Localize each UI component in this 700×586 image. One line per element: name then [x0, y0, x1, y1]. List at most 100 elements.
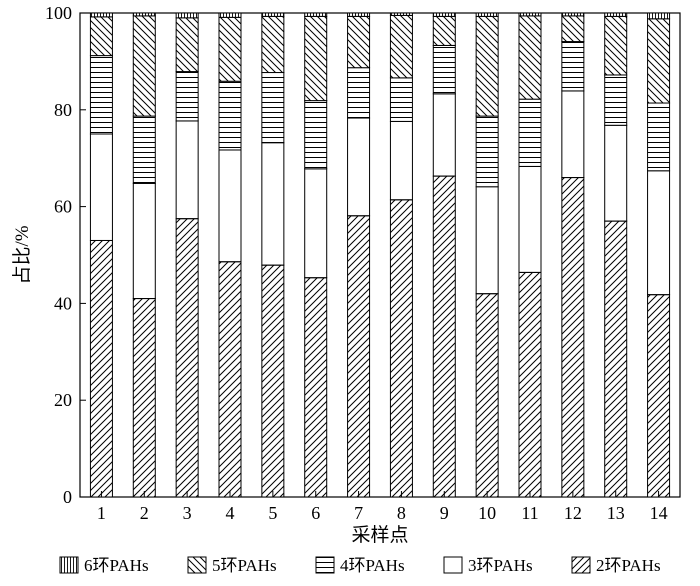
bar-segment-3-series-3 [175, 17, 199, 73]
bar-segment-7-series-3 [347, 15, 371, 69]
y-tick-label: 100 [45, 3, 72, 23]
bar-segment-2-series-4 [132, 12, 156, 17]
x-axis-label: 采样点 [351, 524, 408, 546]
bar-segment-7-series-2 [347, 67, 371, 119]
bar-segment-9-series-2 [432, 44, 456, 95]
y-tick-label: 20 [54, 390, 72, 410]
bar-segment-4-series-3 [218, 16, 242, 82]
bar-segment-4-series-1 [218, 149, 242, 263]
x-tick-label: 1 [97, 503, 106, 523]
bar-segment-13-series-2 [604, 74, 628, 126]
bar-segment-14-series-4 [647, 12, 671, 20]
bar-segment-13-series-3 [604, 15, 628, 76]
legend-label: 5环PAHs [212, 556, 277, 575]
bar-segment-12-series-1 [561, 90, 585, 179]
bar-segment-8-series-4 [389, 12, 413, 16]
plot-frame [79, 12, 681, 498]
bar-segment-11-series-4 [518, 12, 542, 17]
bar-segment-5-series-1 [261, 142, 285, 266]
bar-segment-8-series-1 [389, 120, 413, 201]
y-tick-label: 80 [54, 100, 72, 120]
bar-segment-4-series-4 [218, 12, 242, 18]
bar-segment-2-series-0 [132, 298, 156, 498]
bar-segment-7-series-1 [347, 117, 371, 217]
bar-segment-3-series-0 [175, 218, 199, 498]
bar-segment-14-series-1 [647, 170, 671, 296]
bar-segment-11-series-2 [518, 98, 542, 167]
bar-segment-11-series-1 [518, 165, 542, 273]
bar-segment-10-series-1 [475, 186, 499, 295]
bar-segment-8-series-2 [389, 77, 413, 122]
legend-label: 2环PAHs [596, 556, 661, 575]
bar-segment-11-series-3 [518, 15, 542, 100]
x-tick-label: 12 [564, 503, 582, 523]
bar-segment-7-series-4 [347, 12, 371, 17]
x-tick-label: 9 [440, 503, 449, 523]
bar-segment-14-series-2 [647, 102, 671, 172]
bar-segment-12-series-2 [561, 41, 585, 92]
bar-segment-1-series-0 [89, 239, 113, 498]
y-tick-label: 0 [63, 487, 72, 507]
bar-segment-2-series-1 [132, 182, 156, 300]
x-tick-label: 11 [521, 503, 538, 523]
bar-segment-5-series-2 [261, 72, 285, 144]
bar-segment-5-series-3 [261, 15, 285, 74]
legend-swatch [571, 556, 591, 574]
bar-segment-1-series-2 [89, 55, 113, 135]
bar-segment-3-series-1 [175, 120, 199, 220]
bar-segment-1-series-3 [89, 16, 113, 57]
x-tick-label: 6 [311, 503, 320, 523]
legend-swatch [443, 556, 463, 574]
bar-segment-3-series-4 [175, 12, 199, 19]
x-tick-label: 3 [183, 503, 192, 523]
legend-swatch [59, 556, 79, 574]
bar-segment-6-series-1 [304, 168, 328, 279]
bar-segment-5-series-4 [261, 12, 285, 17]
bar-stacks [89, 12, 671, 498]
bar-segment-12-series-4 [561, 12, 585, 17]
bar-segment-14-series-3 [647, 18, 671, 104]
bar-segment-13-series-1 [604, 124, 628, 222]
legend: 6环PAHs 5环PAHs 4环PAHs 3环PAHs 2环PAHs [59, 556, 661, 575]
bar-segment-2-series-2 [132, 115, 156, 184]
bar-segment-1-series-4 [89, 12, 113, 18]
x-tick-label: 10 [478, 503, 496, 523]
x-tick-label: 4 [226, 503, 235, 523]
bar-segment-9-series-1 [432, 93, 456, 177]
bar-segment-9-series-3 [432, 15, 456, 46]
legend-label: 3环PAHs [468, 556, 533, 575]
bar-segment-4-series-2 [218, 80, 242, 151]
bar-segment-12-series-0 [561, 177, 585, 498]
bar-segment-6-series-3 [304, 15, 328, 102]
x-tick-label: 14 [650, 503, 668, 523]
y-tick-label: 60 [54, 197, 72, 217]
bar-segment-5-series-0 [261, 264, 285, 498]
bar-segment-10-series-0 [475, 293, 499, 498]
legend-swatch [187, 556, 207, 574]
y-axis-label: 占比/% [11, 225, 33, 284]
bar-segment-4-series-0 [218, 261, 242, 498]
bar-segment-10-series-2 [475, 115, 499, 188]
bar-segment-7-series-0 [347, 215, 371, 498]
x-axis: 1 2 3 4 5 6 7 8 9 10 11 12 13 14 [97, 491, 668, 523]
x-tick-label: 7 [354, 503, 363, 523]
bar-segment-8-series-3 [389, 14, 413, 79]
x-tick-label: 8 [397, 503, 406, 523]
bar-segment-8-series-0 [389, 199, 413, 498]
bar-segment-11-series-0 [518, 271, 542, 498]
bar-segment-14-series-0 [647, 294, 671, 498]
bar-segment-6-series-4 [304, 12, 328, 17]
bar-segment-10-series-3 [475, 15, 499, 117]
bar-segment-12-series-3 [561, 15, 585, 43]
legend-label: 4环PAHs [340, 556, 405, 575]
y-axis: 0 20 40 60 80 100 [45, 3, 86, 507]
legend-swatch [315, 556, 335, 574]
bar-segment-13-series-4 [604, 12, 628, 17]
legend-label: 6环PAHs [84, 556, 149, 575]
bar-segment-1-series-1 [89, 133, 113, 241]
bar-segment-3-series-2 [175, 71, 199, 122]
bar-segment-6-series-0 [304, 277, 328, 498]
x-tick-label: 2 [140, 503, 149, 523]
x-tick-label: 13 [607, 503, 625, 523]
x-tick-label: 5 [268, 503, 277, 523]
